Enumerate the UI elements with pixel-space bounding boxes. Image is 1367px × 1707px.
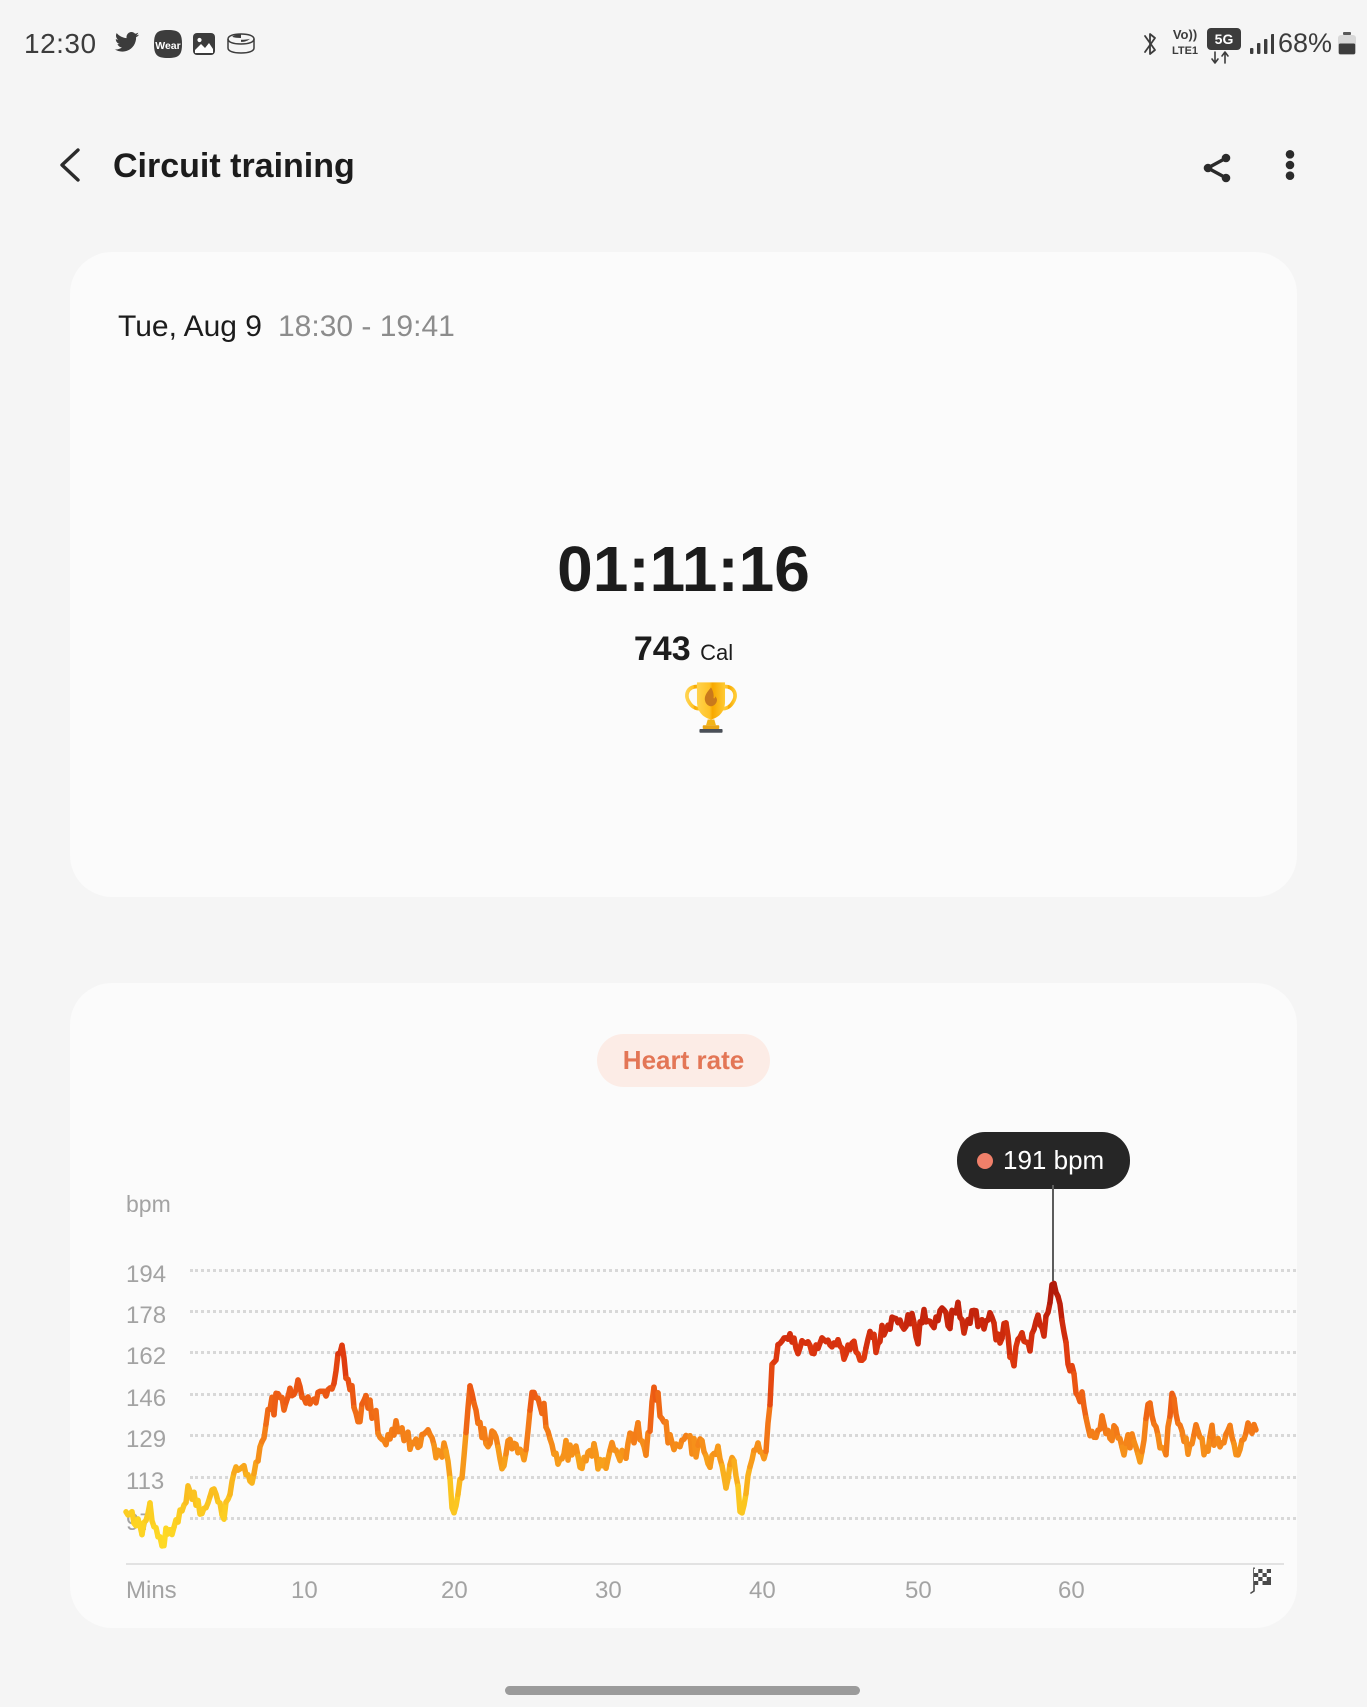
svg-text:Wear: Wear: [155, 40, 181, 52]
